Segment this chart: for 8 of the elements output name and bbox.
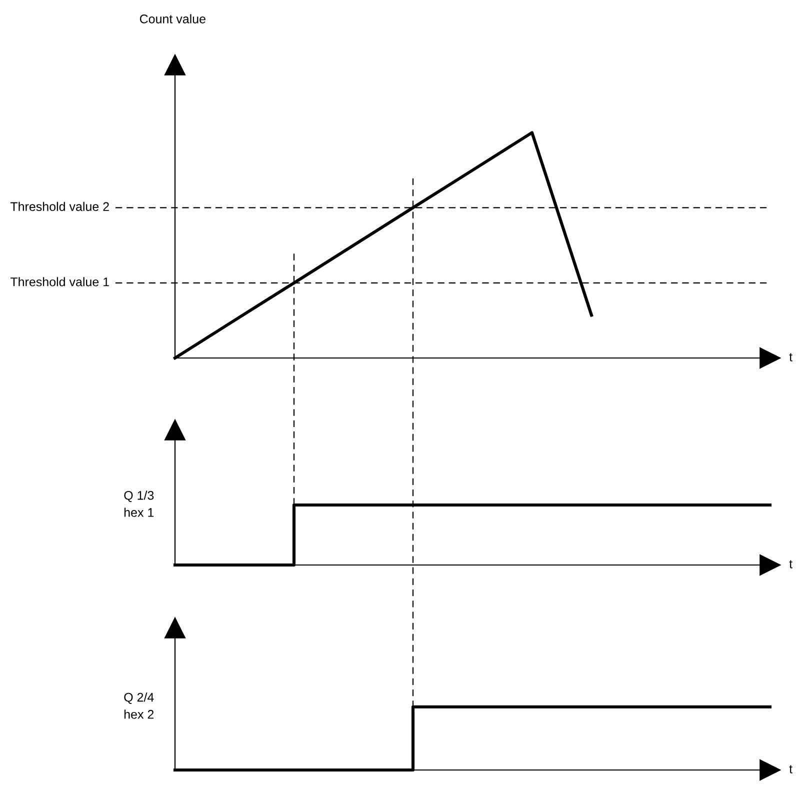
text: Q 1/3 hex 1 (124, 490, 154, 517)
x-axis-title: t (789, 765, 792, 774)
ref-line-label: Threshold value 1 (10, 277, 109, 286)
x-axis-title: t (789, 353, 792, 362)
ref-line-label: Threshold value 2 (10, 202, 109, 212)
text: Q 2/4 hex 2 (124, 692, 154, 719)
x-axis-title: t (789, 560, 792, 568)
y-axis-title: Count value (140, 14, 206, 24)
